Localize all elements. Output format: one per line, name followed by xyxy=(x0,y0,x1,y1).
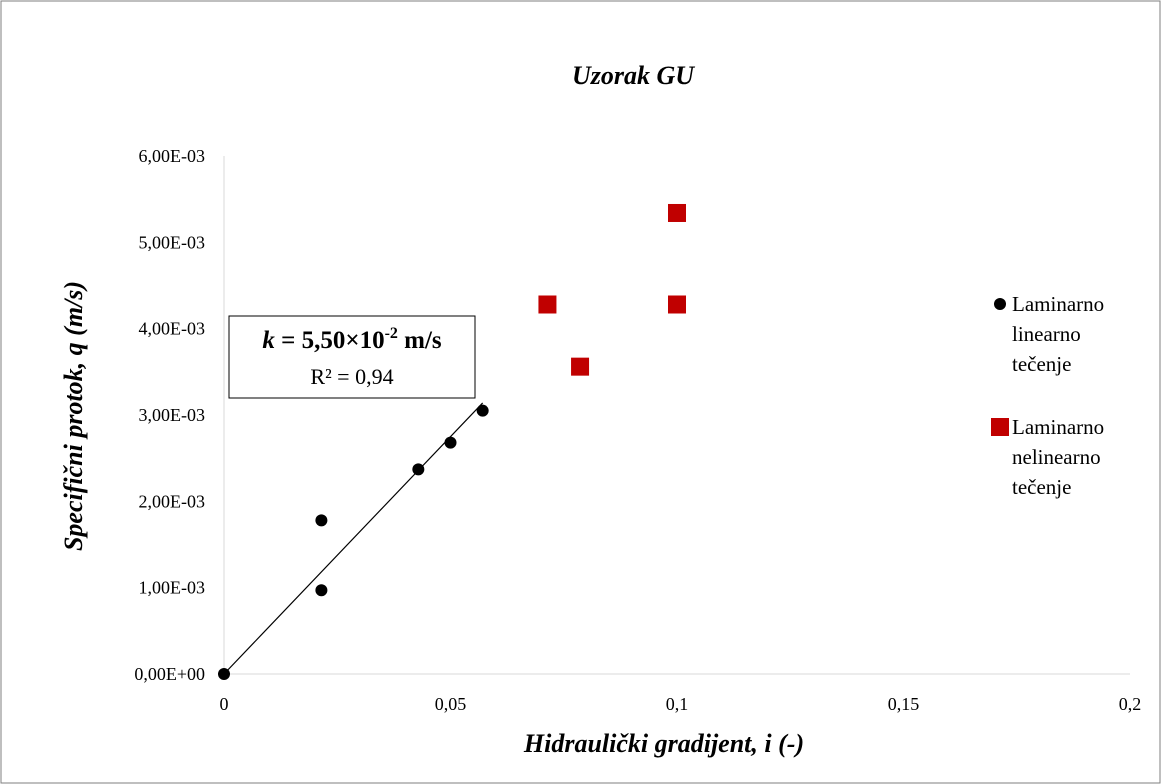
legend-label-line: nelinearno xyxy=(1012,445,1101,469)
x-tick-label: 0,1 xyxy=(666,694,689,714)
annotation-k-value: = 5,50×10 xyxy=(275,327,385,354)
legend-label-line: tečenje xyxy=(1012,475,1071,499)
legend-label-line: linearno xyxy=(1012,322,1081,346)
trendline-layer xyxy=(223,402,484,675)
data-points-layer xyxy=(218,203,686,680)
y-tick-label: 2,00E-03 xyxy=(139,491,206,511)
data-point-nonlinear xyxy=(668,295,686,314)
annotation-box xyxy=(228,315,476,399)
legend: Laminarno linearno tečenje Laminarno nelinea… xyxy=(991,292,1104,499)
y-tick-label: 1,00E-03 xyxy=(139,578,206,598)
data-point-linear xyxy=(315,584,328,597)
data-point-linear xyxy=(218,668,230,680)
data-point-nonlinear xyxy=(668,203,686,222)
legend-label-line: tečenje xyxy=(1012,352,1071,376)
trendline xyxy=(223,402,484,675)
data-point-linear xyxy=(476,404,489,417)
data-point-nonlinear xyxy=(571,357,590,376)
y-tick-label: 5,00E-03 xyxy=(139,232,206,252)
chart-title: Uzorak GU xyxy=(572,61,695,90)
annotation-r2: R² = 0,94 xyxy=(310,364,393,389)
y-tick-label: 0,00E+00 xyxy=(134,664,205,684)
y-axis-title: Specifični protok, q (m/s) xyxy=(59,281,88,551)
data-point-linear xyxy=(412,463,425,476)
x-tick-label: 0,2 xyxy=(1119,694,1142,714)
x-tick-labels: 0 0,05 0,1 0,15 0,2 xyxy=(220,694,1142,714)
y-tick-label: 6,00E-03 xyxy=(139,146,206,166)
y-tick-label: 3,00E-03 xyxy=(139,405,206,425)
data-point-linear xyxy=(444,436,457,449)
annotation-k-symbol: k xyxy=(262,327,275,354)
annotation-k-exponent: -2 xyxy=(385,325,398,342)
x-tick-label: 0,15 xyxy=(888,694,920,714)
x-tick-label: 0 xyxy=(220,694,229,714)
y-tick-labels: 0,00E+00 1,00E-03 2,00E-03 3,00E-03 4,00E-03… xyxy=(134,146,205,684)
annotation-k-unit: m/s xyxy=(398,327,442,354)
data-point-nonlinear xyxy=(538,295,557,314)
legend-marker-circle xyxy=(994,298,1006,310)
x-axis-title: Hidraulički gradijent, i (-) xyxy=(523,729,804,758)
legend-marker-square xyxy=(991,418,1009,436)
legend-label-line: Laminarno xyxy=(1012,415,1104,439)
equation-annotation: k = 5,50×10-2 m/s R² = 0,94 xyxy=(228,315,476,399)
annotation-k-line: k = 5,50×10-2 m/s xyxy=(262,325,442,354)
data-point-linear xyxy=(315,514,328,527)
x-tick-label: 0,05 xyxy=(435,694,467,714)
y-tick-label: 4,00E-03 xyxy=(139,319,206,339)
legend-label-line: Laminarno xyxy=(1012,292,1104,316)
